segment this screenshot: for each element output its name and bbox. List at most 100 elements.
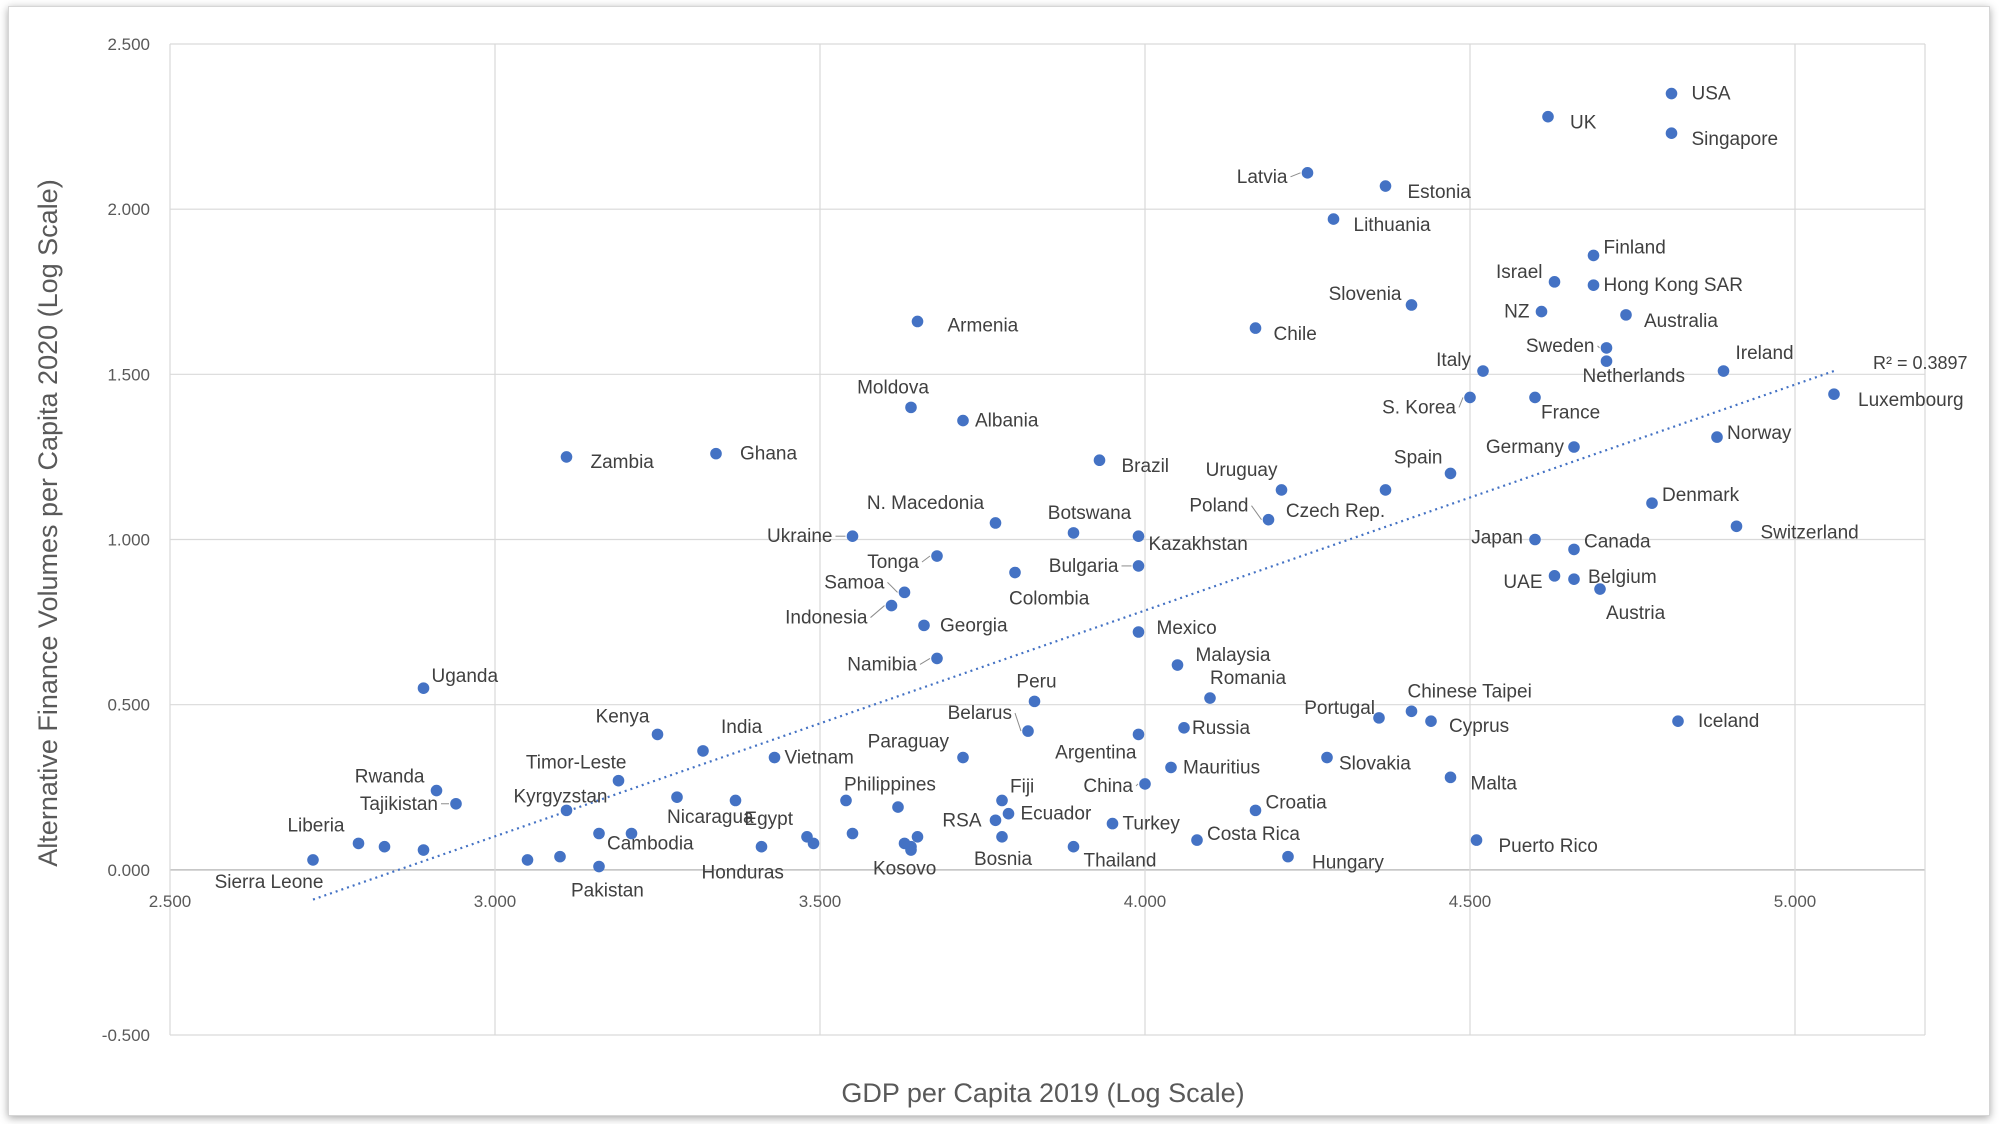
data-point [911, 315, 924, 328]
data-point [1477, 365, 1489, 377]
data-point [1139, 778, 1151, 790]
data-point [1470, 834, 1483, 846]
point-label: Malta [1471, 773, 1518, 794]
data-point [521, 854, 534, 866]
data-point [417, 844, 430, 856]
data-point [1464, 391, 1476, 404]
data-point [1093, 454, 1106, 467]
x-tick-label: 5.000 [1774, 892, 1817, 911]
data-point [378, 840, 391, 853]
point-label: Zambia [591, 452, 655, 473]
data-point [554, 850, 566, 863]
point-label: Vietnam [785, 748, 854, 769]
data-point [1665, 87, 1678, 100]
point-label: Armenia [948, 315, 1019, 336]
data-point [1405, 299, 1418, 311]
point-label: Philippines [844, 774, 936, 795]
point-label: Tonga [867, 552, 919, 573]
point-label: Slovakia [1339, 754, 1411, 775]
point-label: Pakistan [571, 881, 644, 902]
data-point [931, 652, 943, 665]
point-label: Colombia [1009, 589, 1090, 610]
point-label: Ireland [1736, 343, 1794, 364]
point-label: France [1541, 402, 1600, 423]
data-point [918, 619, 930, 632]
data-point [1262, 513, 1275, 526]
x-tick-label: 3.000 [474, 892, 517, 911]
data-point [905, 401, 917, 414]
point-label: Paraguay [868, 732, 950, 753]
data-point [1535, 305, 1548, 318]
data-point [807, 837, 820, 850]
x-axis-title: GDP per Capita 2019 (Log Scale) [841, 1078, 1244, 1108]
data-point [560, 804, 573, 817]
data-point [612, 774, 625, 787]
y-tick-label: 2.000 [107, 200, 150, 219]
point-label: Israel [1496, 262, 1542, 283]
data-point [1132, 626, 1145, 638]
data-point [996, 831, 1008, 843]
point-label: Ghana [740, 444, 797, 465]
point-label: Fiji [1010, 776, 1034, 797]
data-point [307, 854, 319, 866]
point-label: Cyprus [1449, 716, 1509, 737]
y-tick-label: 2.500 [107, 35, 150, 54]
data-point [1067, 840, 1080, 853]
point-label: Uruguay [1206, 460, 1278, 481]
data-point [1009, 566, 1021, 579]
point-label: Turkey [1123, 814, 1181, 835]
point-label: Nicaragua [667, 807, 754, 828]
data-point [1165, 761, 1177, 774]
point-label: Malaysia [1196, 645, 1271, 666]
x-tick-label: 4.000 [1124, 892, 1167, 911]
point-label: UK [1570, 113, 1597, 134]
point-label: Netherlands [1583, 366, 1685, 387]
data-point [898, 586, 911, 599]
data-point [1646, 497, 1658, 509]
data-point [1405, 705, 1418, 718]
point-label: Indonesia [785, 608, 868, 629]
point-label: Kosovo [873, 859, 936, 880]
label-leader [1290, 172, 1301, 178]
point-label: Canada [1584, 531, 1651, 552]
point-label: Chile [1274, 324, 1317, 345]
point-label: Czech Rep. [1286, 501, 1385, 522]
label-leader [921, 555, 931, 563]
y-tick-label: 0.000 [107, 861, 150, 880]
point-label: UAE [1503, 572, 1542, 593]
point-label: Uganda [432, 666, 499, 687]
data-point [1665, 127, 1678, 139]
data-point [989, 814, 1002, 827]
point-label: Finland [1604, 237, 1666, 258]
data-point [1132, 728, 1145, 741]
data-point [1600, 355, 1613, 367]
data-point [931, 550, 943, 562]
point-label: Slovenia [1329, 284, 1402, 305]
data-point [1672, 715, 1684, 727]
data-point [1171, 659, 1184, 671]
point-label: Croatia [1266, 792, 1328, 813]
data-point [911, 831, 924, 843]
point-label: USA [1692, 84, 1731, 105]
data-point [1594, 583, 1606, 595]
data-point [1620, 309, 1632, 321]
label-leader [1458, 397, 1464, 408]
data-point [1282, 850, 1294, 863]
data-point [1425, 715, 1437, 727]
point-label: Belarus [948, 703, 1012, 724]
data-point [1275, 484, 1288, 496]
label-leader [1014, 712, 1022, 732]
point-label: Timor-Leste [526, 753, 627, 774]
data-point [1730, 520, 1743, 533]
point-label: N. Macedonia [867, 493, 985, 514]
point-label: Peru [1016, 671, 1056, 692]
label-leader [919, 657, 931, 665]
data-point [1600, 342, 1613, 354]
data-point [1321, 751, 1333, 764]
point-label: Chinese Taipei [1408, 681, 1532, 702]
point-label: Portugal [1304, 698, 1375, 719]
data-point [989, 517, 1002, 529]
point-label: Kazakhstan [1149, 534, 1248, 555]
data-point [1249, 322, 1262, 334]
point-label: Moldova [857, 377, 929, 398]
